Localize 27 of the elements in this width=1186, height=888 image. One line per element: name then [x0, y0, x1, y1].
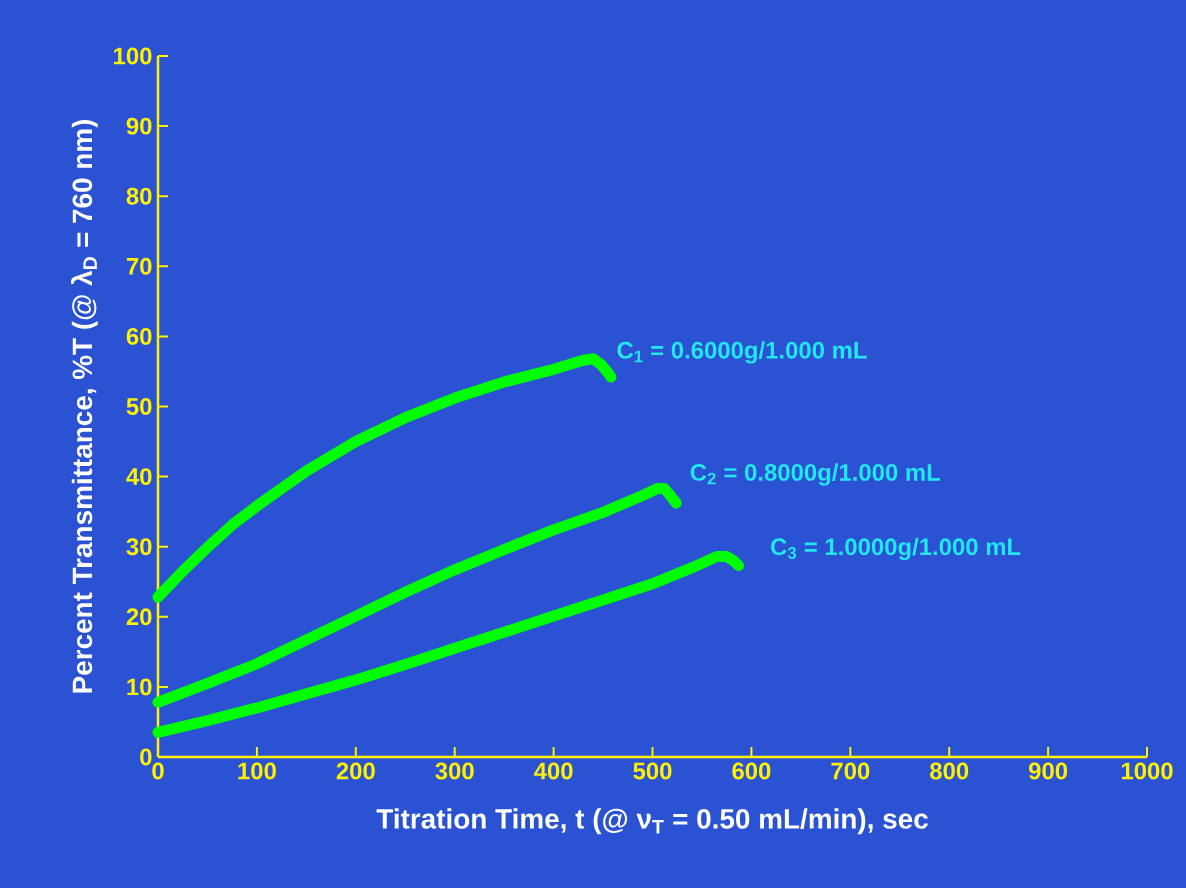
y-tick-label: 30	[126, 538, 152, 556]
series-label: C$_{2}$ = 0.8000g/1.000 mL	[690, 463, 941, 486]
x-tick-label: 600	[732, 762, 771, 780]
x-tick-label: 300	[435, 762, 474, 780]
x-tick-label: 400	[534, 762, 573, 780]
x-tick-label: 0	[152, 762, 164, 780]
y-tick-label: 80	[126, 187, 152, 205]
x-axis-title: Titration Time, t (@ ν$_{T}$ = 0.50 mL/min), sec	[376, 808, 928, 835]
y-tick-label: 100	[114, 47, 152, 65]
y-tick-label: 40	[126, 468, 152, 486]
x-tick-label: 800	[930, 762, 969, 780]
y-tick-label: 20	[126, 608, 152, 626]
y-tick-label: 60	[126, 327, 152, 345]
y-tick-label: 90	[126, 117, 152, 135]
series-label: C$_{1}$ = 0.6000g/1.000 mL	[617, 341, 867, 364]
y-tick-label: 50	[126, 398, 152, 415]
y-tick-label: 10	[127, 678, 152, 696]
x-tick-label: 1000	[1121, 762, 1173, 780]
series-label: C$_{3}$ = 1.0000g/1.000 mL	[771, 537, 1021, 561]
x-tick-label: 500	[633, 762, 672, 780]
x-tick-label: 700	[831, 762, 870, 780]
y-axis-title: Percent Transmittance, %T (@ λ$_{D}$ = 760 nm)	[71, 119, 98, 693]
x-tick-label: 200	[336, 762, 375, 780]
y-tick-label: 70	[126, 257, 152, 275]
x-tick-label: 100	[238, 762, 276, 780]
y-tick-label: 0	[140, 748, 152, 766]
x-tick-label: 900	[1028, 762, 1068, 780]
